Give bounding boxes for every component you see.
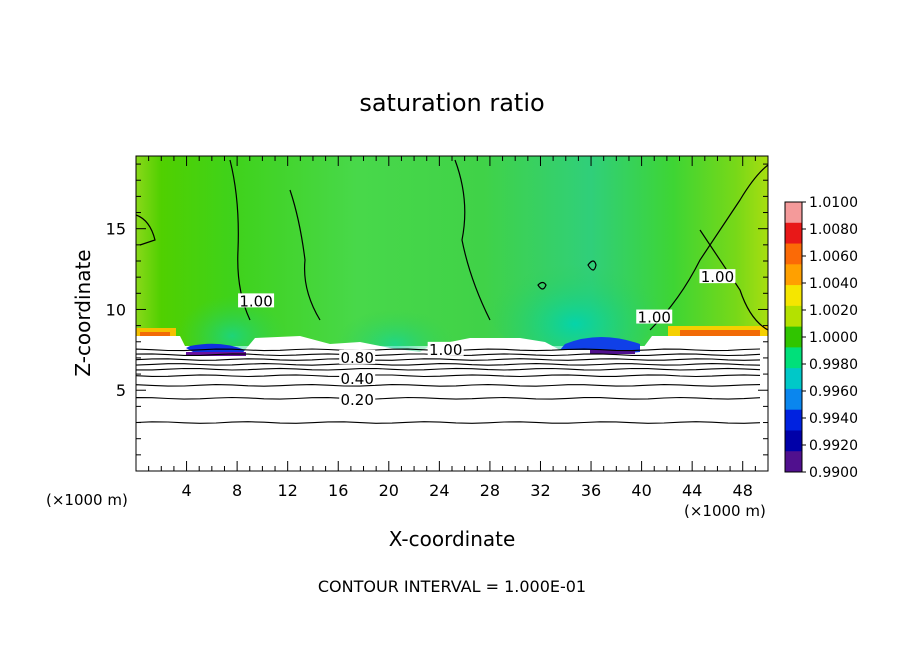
- field-warm-right2: [680, 330, 760, 336]
- x-tick-label: 20: [379, 481, 399, 500]
- contour-label: 1.00: [429, 341, 462, 359]
- field-warm-left2: [140, 332, 170, 336]
- y-tick-label: 15: [106, 220, 126, 239]
- x-unit-left: (×1000 m): [46, 491, 128, 509]
- colorbar-swatch: [785, 243, 802, 265]
- plot-area: [136, 156, 768, 471]
- colorbar-swatch: [785, 264, 802, 286]
- contour-label-bg: [339, 391, 376, 406]
- lower-field: [136, 356, 768, 471]
- contour-line: [136, 363, 761, 366]
- contour-line: [136, 396, 761, 400]
- x-axis-label: X-coordinate: [389, 527, 516, 551]
- colorbar-label: 0.9940: [809, 411, 858, 427]
- contour-line: [136, 384, 761, 387]
- colorbar-swatch: [785, 430, 802, 452]
- y-axis: 5 10 15: [106, 163, 768, 456]
- contour-label: 1.00: [239, 292, 272, 310]
- chart-title: saturation ratio: [359, 89, 544, 117]
- contour-label: 0.80: [340, 349, 373, 367]
- x-tick-label: 24: [429, 481, 449, 500]
- x-tick-label: 36: [581, 481, 601, 500]
- x-tick-label: 48: [733, 481, 753, 500]
- colorbar-swatch: [785, 451, 802, 473]
- contour-label: 0.20: [340, 391, 373, 409]
- colorbar-label: 1.0020: [809, 303, 858, 319]
- contour-label-bg: [339, 349, 376, 364]
- colorbar-swatch: [785, 326, 802, 348]
- field-blue-strip2: [590, 350, 635, 354]
- y-axis-label: Z-coordinate: [71, 249, 95, 376]
- y-tick-label: 5: [116, 381, 126, 400]
- x-tick-label: 44: [682, 481, 702, 500]
- colorbar-swatch: [785, 409, 802, 431]
- contour-label-bg: [427, 341, 464, 356]
- colorbar-label: 1.0100: [809, 195, 858, 211]
- x-tick-label: 16: [328, 481, 348, 500]
- x-tick-label: 12: [278, 481, 298, 500]
- colorbar-swatch: [785, 347, 802, 369]
- contour-label-bg: [339, 370, 376, 385]
- contour-labels: 0.20 0.40 0.80 1.00 1.00 1.00 1.00: [238, 268, 736, 409]
- colorbar-swatch: [785, 368, 802, 390]
- colorbar-swatch: [785, 305, 802, 328]
- contour-label: 1.00: [701, 268, 734, 286]
- colorbar-swatch: [785, 202, 802, 224]
- contour-label-bg: [636, 309, 673, 324]
- x-tick-label: 40: [631, 481, 651, 500]
- colorbar-swatch: [785, 222, 802, 245]
- field-blue-strip: [186, 352, 246, 356]
- contour-label: 1.00: [638, 309, 671, 327]
- colorbar-label: 0.9980: [809, 357, 858, 373]
- colorbar-label: 1.0060: [809, 249, 858, 265]
- x-unit-right: (×1000 m): [684, 502, 766, 520]
- colorbar: 1.0100 1.0080 1.0060 1.0040 1.0020 1.0000 0.99…: [784, 195, 858, 481]
- x-tick-label: 32: [530, 481, 550, 500]
- colorbar-label: 1.0040: [809, 276, 858, 292]
- x-tick-label: 4: [181, 481, 191, 500]
- contour-label-bg: [238, 293, 275, 308]
- contour-line: [136, 421, 761, 424]
- x-tick-label: 8: [232, 481, 242, 500]
- contour-line: [136, 367, 761, 371]
- y-tick-label: 10: [106, 300, 126, 319]
- contour-label-bg: [699, 269, 736, 284]
- colorbar-label: 0.9960: [809, 384, 858, 400]
- x-axis: 4 8 12 16 20 24 28 32 36 40 44 48: [148, 156, 756, 500]
- colorbar-label: 1.0000: [809, 330, 858, 346]
- colorbar-swatch: [785, 388, 802, 411]
- contour-label: 0.40: [340, 370, 373, 388]
- upper-contours: [136, 159, 768, 331]
- colorbar-swatch: [785, 285, 802, 307]
- contour-line: [136, 358, 761, 361]
- colorbar-label: 0.9900: [809, 465, 858, 481]
- field-blue-band-right: [560, 337, 640, 354]
- colorbar-label: 0.9920: [809, 438, 858, 454]
- contour-line: [136, 374, 761, 378]
- x-tick-label: 28: [480, 481, 500, 500]
- colorbar-label: 1.0080: [809, 222, 858, 238]
- lower-contours: [136, 348, 761, 424]
- contour-interval-note: CONTOUR INTERVAL = 1.000E-01: [318, 577, 586, 596]
- field-cyan-patch-right: [485, 240, 665, 360]
